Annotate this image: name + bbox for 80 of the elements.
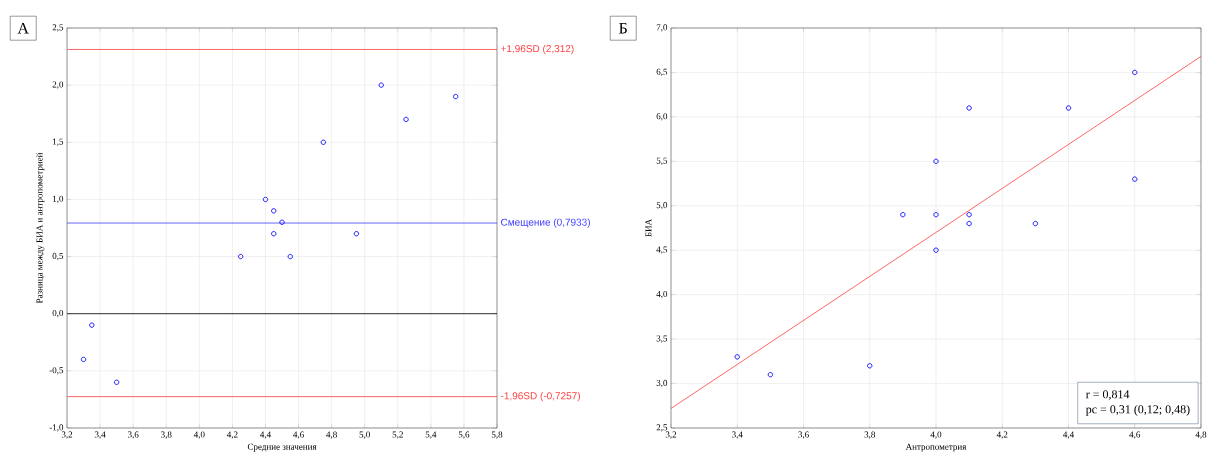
point [271,208,277,214]
point [933,158,939,164]
point [900,212,906,218]
y-tick-label: 0,5 [52,252,64,261]
point [89,322,95,328]
point [453,93,459,100]
ref-line-label: +1,96SD (2,312) [501,44,574,55]
point [1032,220,1039,227]
x-tick-label: 4,4 [1063,431,1074,439]
point [80,356,87,363]
y-tick-label: 1,5 [53,138,64,146]
x-tick-label: 5,2 [392,431,403,439]
ref-line-label: Смещение (0,7933) [501,218,590,228]
x-tick-label: 5,8 [491,431,503,439]
point [933,212,939,218]
x-tick-label: 3,4 [94,431,106,439]
point [1132,69,1138,76]
point [966,105,972,111]
x-tick-label: 5,6 [458,431,470,439]
annotation: pc = 0,31 (0,12; 0,48) [1085,404,1190,416]
point [279,219,285,225]
text: Б [619,22,627,34]
y-tick-label: 5,0 [656,202,668,210]
point [966,212,972,218]
y-tick-label: 2,5 [656,424,668,432]
x-tick-label: 4,8 [326,431,337,439]
point [113,379,120,385]
x-tick-label: 4,2 [226,431,238,439]
x-tick-label: 4,4 [260,431,271,439]
point [767,372,774,378]
x-tick-label: 4,6 [293,431,304,439]
y-tick-label: 4,0 [656,290,668,299]
y-tick-label: 3,0 [656,379,668,388]
x-tick-label: 4,0 [930,431,942,439]
x-tick-label: 3,6 [127,431,139,439]
x-tick-label: 3,2 [665,431,677,439]
point [378,82,384,88]
point [287,253,293,260]
y-axis-title: БИА [645,218,652,237]
point [271,231,277,237]
y-tick-label: 4,5 [656,246,668,254]
point [867,363,873,369]
x-tick-label: 3,4 [732,431,743,439]
point [403,116,409,123]
point [966,220,972,227]
y-tick-label: 2,0 [52,81,64,89]
point [734,354,740,360]
x-tick-label: 4,6 [1129,431,1141,439]
point [262,196,269,203]
y-tick-label: 6,5 [656,68,668,77]
y-tick-label: 7,0 [656,24,668,32]
x-tick-label: 5,0 [359,431,370,439]
x-tick-label: 4,2 [996,431,1008,439]
y-tick-label: 5,5 [656,157,668,165]
x-tick-label: 4,8 [1195,431,1207,439]
x-tick-label: 3,2 [61,431,73,439]
x-tick-label: 3,8 [161,431,172,439]
x-tick-label: 4,0 [193,431,205,439]
annotation: r = 0,814 [1085,390,1130,401]
point [1065,105,1072,111]
y-axis-title: Разница между БИА и антропометрией [36,152,45,304]
x-axis-title: Средние значения [247,443,317,452]
y-tick-label: 3,5 [656,335,668,343]
y-tick-label: -0,5 [49,367,64,375]
y-tick-label: 1,0 [53,195,64,204]
point [353,231,360,237]
text: А [17,22,29,34]
x-axis-title: Антропометрия [905,443,967,452]
y-tick-label: 6,0 [656,113,668,121]
y-tick-label: 2,5 [52,24,64,32]
y-tick-label: 0,0 [52,310,64,318]
x-tick-label: 3,8 [864,431,876,439]
point [238,253,244,260]
ref-line-label: -1,96SD (-0,7257) [500,391,580,402]
x-tick-label: 5,4 [425,431,437,439]
point [1132,176,1138,182]
x-tick-label: 3,6 [798,431,809,439]
point [933,247,939,253]
y-tick-label: -1,0 [49,424,64,432]
point [320,139,327,145]
